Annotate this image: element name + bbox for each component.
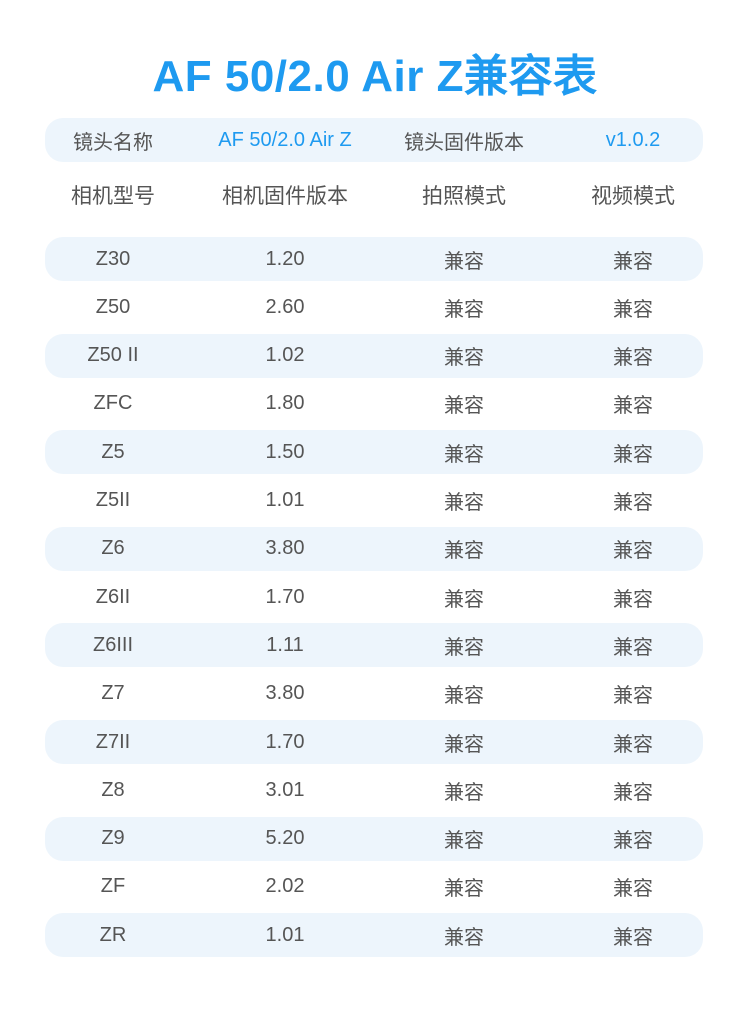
cell-camera-model: Z30 (95, 247, 131, 270)
cell-photo-mode: 兼容 (444, 250, 484, 273)
cell-photo-mode: 兼容 (444, 878, 484, 901)
cell-camera-firmware: 1.01 (265, 489, 305, 511)
cell-camera-model: Z7II (95, 730, 131, 753)
table-row: Z7 3.80 兼容 兼容 (45, 672, 703, 716)
table-row: ZF 2.02 兼容 兼容 (45, 865, 703, 909)
cell-camera-firmware: 5.20 (265, 827, 305, 850)
cell-camera-model: Z5II (95, 489, 131, 511)
table-row: Z9 5.20 兼容 兼容 (45, 816, 703, 861)
cell-video-mode: 兼容 (613, 540, 653, 563)
cell-photo-mode: 兼容 (444, 781, 484, 804)
lens-firmware-value: v1.0.2 (605, 128, 661, 151)
cell-camera-model: ZR (99, 923, 127, 946)
table-row: Z6III 1.11 兼容 兼容 (45, 623, 703, 668)
cell-photo-mode: 兼容 (444, 830, 484, 853)
cell-video-mode: 兼容 (613, 443, 653, 466)
cell-camera-firmware: 1.70 (265, 585, 305, 608)
cell-video-mode: 兼容 (613, 830, 653, 853)
cell-photo-mode: 兼容 (444, 395, 484, 418)
cell-photo-mode: 兼容 (444, 588, 484, 611)
table-row: Z6 3.80 兼容 兼容 (45, 526, 703, 571)
cell-camera-firmware: 1.70 (265, 730, 305, 753)
cell-photo-mode: 兼容 (444, 347, 484, 370)
table-header: 相机型号 相机固件版本 拍照模式 视频模式 (45, 173, 703, 217)
cell-camera-model: Z6III (92, 633, 134, 656)
cell-camera-firmware: 3.80 (265, 682, 305, 705)
cell-camera-firmware: 2.60 (265, 295, 305, 318)
cell-camera-model: Z8 (101, 778, 125, 801)
cell-photo-mode: 兼容 (444, 540, 484, 563)
cell-camera-model: Z6II (95, 585, 131, 608)
lens-name-label: 镜头名称 (73, 131, 153, 154)
table-row: ZR 1.01 兼容 兼容 (45, 913, 703, 958)
table-row: Z7II 1.70 兼容 兼容 (45, 720, 703, 764)
lens-name-value: AF 50/2.0 Air Z (218, 128, 352, 151)
table-row: Z5II 1.01 兼容 兼容 (45, 479, 703, 523)
cell-video-mode: 兼容 (613, 588, 653, 611)
cell-video-mode: 兼容 (613, 347, 653, 370)
cell-camera-model: Z7 (101, 682, 125, 705)
cell-camera-model: Z6 (101, 537, 125, 560)
cell-photo-mode: 兼容 (444, 733, 484, 756)
cell-camera-firmware: 1.80 (265, 392, 305, 415)
cell-photo-mode: 兼容 (444, 443, 484, 466)
cell-video-mode: 兼容 (613, 250, 653, 273)
cell-photo-mode: 兼容 (444, 636, 484, 659)
cell-video-mode: 兼容 (613, 492, 653, 514)
cell-camera-firmware: 1.01 (265, 923, 305, 946)
cell-camera-firmware: 1.50 (265, 440, 305, 463)
cell-photo-mode: 兼容 (444, 492, 484, 514)
cell-camera-model: Z50 II (87, 344, 139, 367)
cell-camera-model: ZFC (93, 392, 133, 415)
cell-video-mode: 兼容 (613, 781, 653, 804)
table-row: Z8 3.01 兼容 兼容 (45, 768, 703, 812)
table-row: Z30 1.20 兼容 兼容 (45, 237, 703, 281)
table-row: Z6II 1.70 兼容 兼容 (45, 575, 703, 619)
column-header-photo-mode: 拍照模式 (422, 185, 506, 208)
cell-camera-model: Z9 (101, 827, 125, 850)
cell-camera-firmware: 1.11 (266, 633, 304, 656)
cell-camera-firmware: 3.80 (265, 537, 305, 560)
page-title: AF 50/2.0 Air Z兼容表 (152, 52, 598, 101)
lens-info-row: 镜头名称 AF 50/2.0 Air Z 镜头固件版本 v1.0.2 (45, 118, 703, 162)
cell-camera-firmware: 3.01 (265, 778, 305, 801)
column-header-camera-firmware: 相机固件版本 (222, 185, 348, 208)
cell-camera-model: ZF (100, 875, 126, 898)
cell-video-mode: 兼容 (613, 636, 653, 659)
cell-video-mode: 兼容 (613, 733, 653, 756)
cell-video-mode: 兼容 (613, 926, 653, 949)
cell-video-mode: 兼容 (613, 878, 653, 901)
cell-camera-firmware: 1.02 (265, 344, 305, 367)
cell-video-mode: 兼容 (613, 685, 653, 708)
cell-camera-model: Z5 (101, 440, 125, 463)
table-row: Z5 1.50 兼容 兼容 (45, 430, 703, 475)
cell-photo-mode: 兼容 (444, 298, 484, 321)
cell-video-mode: 兼容 (613, 298, 653, 321)
cell-video-mode: 兼容 (613, 395, 653, 418)
cell-photo-mode: 兼容 (444, 685, 484, 708)
cell-camera-firmware: 1.20 (265, 247, 305, 270)
cell-photo-mode: 兼容 (444, 926, 484, 949)
table-row: Z50 2.60 兼容 兼容 (45, 285, 703, 329)
column-header-video-mode: 视频模式 (591, 185, 675, 208)
table-row: ZFC 1.80 兼容 兼容 (45, 382, 703, 426)
column-header-camera-model: 相机型号 (71, 185, 155, 208)
table-row: Z50 II 1.02 兼容 兼容 (45, 333, 703, 378)
cell-camera-firmware: 2.02 (265, 875, 305, 898)
cell-camera-model: Z50 (95, 295, 131, 318)
lens-firmware-label: 镜头固件版本 (404, 131, 524, 154)
